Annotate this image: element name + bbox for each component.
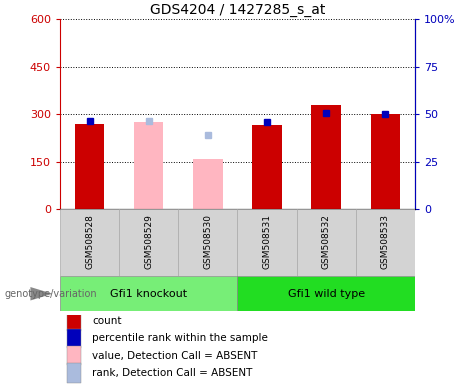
Text: value, Detection Call = ABSENT: value, Detection Call = ABSENT	[92, 351, 257, 361]
Bar	[296, 209, 356, 276]
Text: percentile rank within the sample: percentile rank within the sample	[92, 333, 268, 343]
Text: GSM508530: GSM508530	[203, 214, 213, 269]
Text: GSM508528: GSM508528	[85, 214, 94, 269]
Text: genotype/variation: genotype/variation	[5, 289, 97, 299]
Bar	[237, 209, 296, 276]
Bar	[311, 105, 341, 209]
Bar	[67, 329, 81, 348]
Bar	[60, 276, 237, 311]
Text: rank, Detection Call = ABSENT: rank, Detection Call = ABSENT	[92, 368, 252, 378]
Bar	[356, 209, 415, 276]
Bar	[134, 122, 164, 209]
Bar	[67, 311, 81, 331]
Bar	[67, 346, 81, 365]
Bar	[252, 125, 282, 209]
Bar	[178, 209, 237, 276]
Text: GSM508531: GSM508531	[262, 214, 272, 269]
Bar	[119, 209, 178, 276]
Text: Gfi1 knockout: Gfi1 knockout	[110, 289, 187, 299]
Text: GSM508529: GSM508529	[144, 214, 153, 269]
Title: GDS4204 / 1427285_s_at: GDS4204 / 1427285_s_at	[150, 3, 325, 17]
Text: GSM508533: GSM508533	[381, 214, 390, 269]
Bar	[371, 114, 400, 209]
Polygon shape	[30, 287, 53, 300]
Text: GSM508532: GSM508532	[322, 214, 331, 269]
Bar	[237, 276, 415, 311]
Bar	[60, 209, 119, 276]
Bar	[67, 363, 81, 382]
Text: count: count	[92, 316, 121, 326]
Text: Gfi1 wild type: Gfi1 wild type	[288, 289, 365, 299]
Bar	[193, 159, 223, 209]
Bar	[75, 124, 104, 209]
